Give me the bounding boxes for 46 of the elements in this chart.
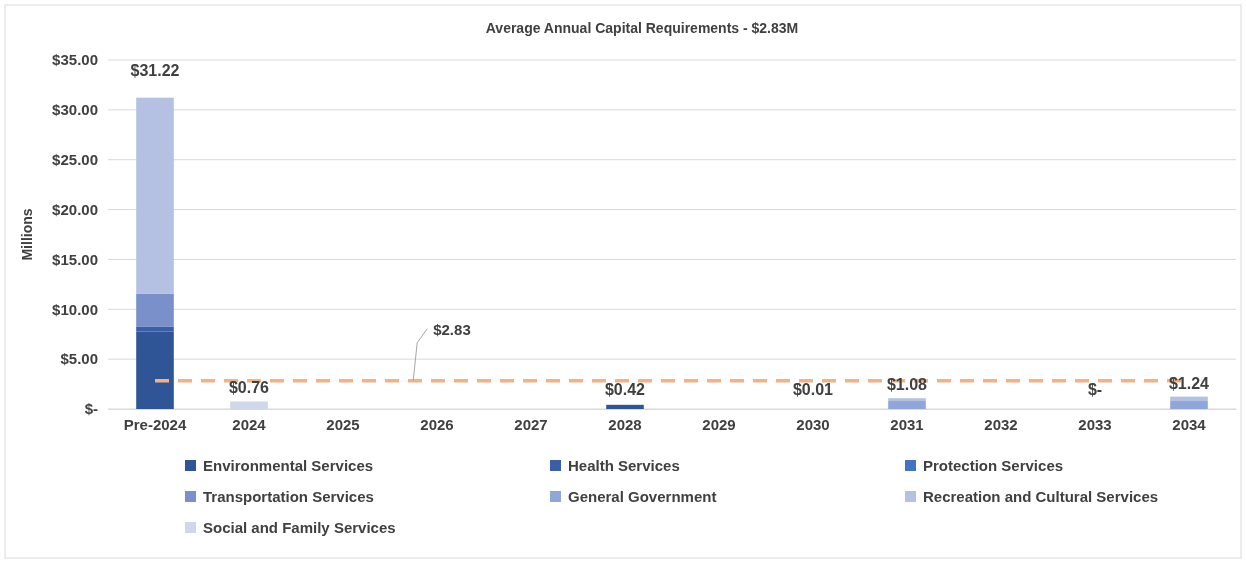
x-tick-label: 2034 bbox=[1172, 415, 1207, 433]
legend-label: Environmental Services bbox=[203, 457, 374, 474]
legend-label: Health Services bbox=[568, 457, 680, 474]
bar bbox=[1170, 396, 1208, 402]
x-tick-label: 2026 bbox=[420, 415, 454, 433]
total-label: $0.76 bbox=[228, 379, 270, 397]
x-tick-label: 2031 bbox=[890, 415, 924, 433]
legend-label: Social and Family Services bbox=[203, 519, 396, 536]
bar bbox=[136, 293, 174, 327]
bar bbox=[888, 401, 926, 409]
y-tick-label: $- bbox=[84, 400, 98, 418]
x-tick-label: 2028 bbox=[608, 415, 642, 433]
ref-line-label: $2.83 bbox=[433, 320, 471, 338]
text: $0.01 bbox=[792, 381, 834, 398]
x-tick-label: 2032 bbox=[984, 415, 1018, 433]
bar bbox=[888, 398, 926, 402]
y-tick-label: $10.00 bbox=[52, 300, 98, 318]
x-tick-label: Pre-2024 bbox=[123, 415, 187, 433]
bar bbox=[136, 97, 174, 294]
total-label: $1.24 bbox=[1168, 374, 1210, 392]
x-tick-label: 2029 bbox=[702, 415, 736, 433]
bar bbox=[1170, 401, 1208, 409]
x-tick-label: 2024 bbox=[232, 415, 267, 433]
x-tick-label: 2030 bbox=[796, 415, 830, 433]
text: $- bbox=[1087, 381, 1103, 398]
chart-title: Average Annual Capital Requirements - $2.83M bbox=[485, 20, 799, 36]
y-tick-label: $25.00 bbox=[52, 151, 98, 169]
bar bbox=[136, 331, 174, 409]
y-tick-label: $5.00 bbox=[60, 350, 98, 368]
y-tick-label: $30.00 bbox=[52, 101, 98, 119]
y-tick-label: $15.00 bbox=[52, 250, 98, 268]
y-tick-label: $20.00 bbox=[52, 200, 98, 218]
bar bbox=[136, 326, 174, 332]
total-label: $31.22 bbox=[130, 61, 180, 79]
x-tick-label: 2027 bbox=[514, 415, 548, 433]
bar bbox=[230, 401, 268, 409]
y-tick-label: $35.00 bbox=[52, 51, 98, 69]
bar bbox=[606, 404, 644, 409]
legend-label: Recreation and Cultural Services bbox=[923, 488, 1159, 505]
legend-label: Transportation Services bbox=[203, 488, 374, 505]
total-label: $0.42 bbox=[604, 381, 646, 398]
legend-label: Protection Services bbox=[923, 457, 1064, 474]
x-tick-label: 2033 bbox=[1078, 415, 1112, 433]
legend-label: General Government bbox=[568, 488, 717, 505]
x-tick-label: 2025 bbox=[326, 415, 360, 433]
y-axis-title: Millions bbox=[19, 208, 35, 261]
